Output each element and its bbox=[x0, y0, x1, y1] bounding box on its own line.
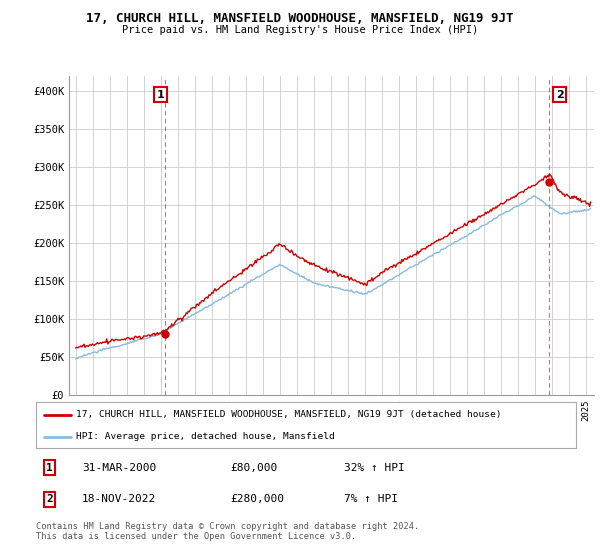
Text: 17, CHURCH HILL, MANSFIELD WOODHOUSE, MANSFIELD, NG19 9JT (detached house): 17, CHURCH HILL, MANSFIELD WOODHOUSE, MA… bbox=[77, 410, 502, 419]
Text: £80,000: £80,000 bbox=[230, 463, 278, 473]
Text: 2: 2 bbox=[46, 494, 53, 505]
Text: 18-NOV-2022: 18-NOV-2022 bbox=[82, 494, 156, 505]
Text: 7% ↑ HPI: 7% ↑ HPI bbox=[344, 494, 398, 505]
Text: £280,000: £280,000 bbox=[230, 494, 284, 505]
Text: HPI: Average price, detached house, Mansfield: HPI: Average price, detached house, Mans… bbox=[77, 432, 335, 441]
Text: 1: 1 bbox=[46, 463, 53, 473]
Text: 2: 2 bbox=[556, 90, 563, 100]
Text: Price paid vs. HM Land Registry's House Price Index (HPI): Price paid vs. HM Land Registry's House … bbox=[122, 25, 478, 35]
Text: Contains HM Land Registry data © Crown copyright and database right 2024.: Contains HM Land Registry data © Crown c… bbox=[36, 522, 419, 531]
Text: 17, CHURCH HILL, MANSFIELD WOODHOUSE, MANSFIELD, NG19 9JT: 17, CHURCH HILL, MANSFIELD WOODHOUSE, MA… bbox=[86, 12, 514, 25]
Text: 31-MAR-2000: 31-MAR-2000 bbox=[82, 463, 156, 473]
Text: 32% ↑ HPI: 32% ↑ HPI bbox=[344, 463, 404, 473]
Text: 1: 1 bbox=[157, 90, 164, 100]
Text: This data is licensed under the Open Government Licence v3.0.: This data is licensed under the Open Gov… bbox=[36, 532, 356, 541]
